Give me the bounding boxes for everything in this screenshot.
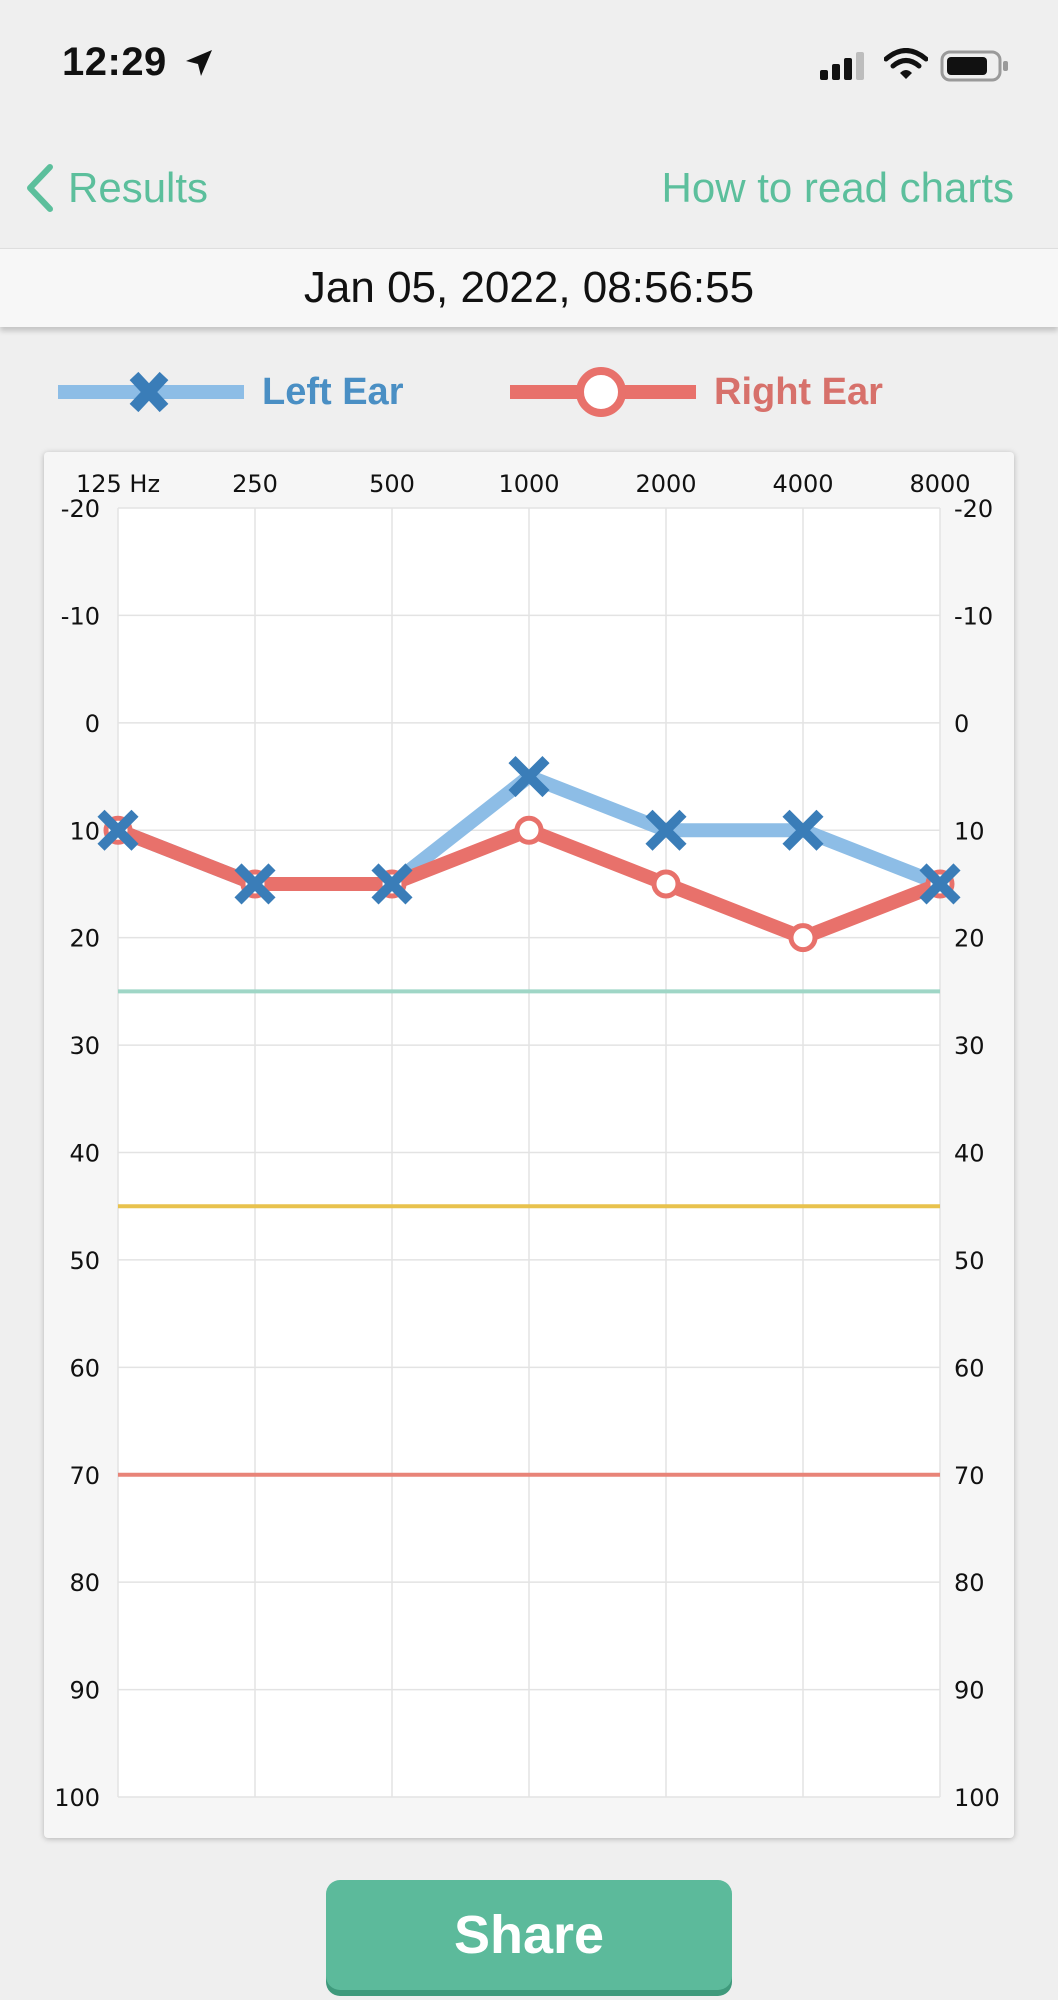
audiogram-plot: 125 Hz 250 500 1000 2000 4000 8000-20 -20-10 -10… xyxy=(54,470,1000,1812)
how-to-read-charts-link[interactable]: How to read charts xyxy=(661,164,1015,211)
y-tick-label-right: 60 xyxy=(954,1354,985,1382)
y-tick-label-left: 20 xyxy=(69,925,100,953)
x-tick-label: 1000 xyxy=(498,470,559,498)
y-tick-label-right: 80 xyxy=(954,1569,985,1597)
x-tick-label: 4000 xyxy=(772,470,833,498)
cellular-signal-icon xyxy=(820,52,864,80)
location-arrow-icon xyxy=(186,50,212,76)
legend-left-ear-label: Left Ear xyxy=(262,370,404,413)
left-ear-point xyxy=(645,809,687,851)
x-tick-label: 125 Hz xyxy=(76,470,160,498)
left-ear-point xyxy=(508,756,550,798)
left-ear-x-marker-icon xyxy=(58,371,244,413)
y-tick-label-left: 30 xyxy=(69,1032,100,1060)
navigation-bar: Results How to read charts xyxy=(0,150,1058,226)
y-tick-label-right: -10 xyxy=(954,602,993,630)
share-button[interactable]: Share xyxy=(326,1880,732,1990)
y-tick-label-right: 20 xyxy=(954,925,985,953)
y-tick-label-left: -20 xyxy=(61,495,100,523)
audiogram-chart: 125 Hz 250 500 1000 2000 4000 8000 -20 -20 -10 -10… xyxy=(44,452,1014,1838)
legend-left-ear: Left Ear xyxy=(56,360,403,424)
right-ear-point xyxy=(514,815,544,845)
left-ear-point xyxy=(371,863,413,905)
y-tick-label-right: 70 xyxy=(954,1462,985,1490)
chart-legend: Left Ear Right Ear xyxy=(0,360,1058,424)
right-ear-point xyxy=(788,923,818,953)
chevron-left-icon xyxy=(27,164,53,212)
left-ear-point xyxy=(782,809,824,851)
test-date-header: Jan 05, 2022, 08:56:55 xyxy=(0,248,1058,327)
y-tick-label-right: 90 xyxy=(954,1677,985,1705)
y-tick-label-left: 70 xyxy=(69,1462,100,1490)
y-tick-label-left: 10 xyxy=(69,817,100,845)
left-ear-point xyxy=(919,863,961,905)
y-tick-label-left: 40 xyxy=(69,1140,100,1168)
y-tick-label-right: 100 xyxy=(954,1784,1000,1812)
y-tick-label-left: 0 xyxy=(85,710,100,738)
back-button-label: Results xyxy=(68,164,209,211)
x-tick-label: 8000 xyxy=(909,470,970,498)
y-tick-label-left: 90 xyxy=(69,1677,100,1705)
wifi-icon xyxy=(884,48,928,79)
legend-right-ear: Right Ear xyxy=(508,360,883,424)
status-bar: 12:29 xyxy=(0,0,1058,130)
y-tick-label-right: 40 xyxy=(954,1140,985,1168)
legend-right-ear-label: Right Ear xyxy=(714,370,883,413)
y-tick-label-right: 10 xyxy=(954,817,985,845)
y-tick-label-left: 60 xyxy=(69,1354,100,1382)
left-ear-point xyxy=(234,863,276,905)
battery-icon xyxy=(940,50,1008,82)
y-tick-label-left: -10 xyxy=(61,602,100,630)
x-tick-label: 2000 xyxy=(635,470,696,498)
left-ear-point xyxy=(97,809,139,851)
y-tick-label-right: 30 xyxy=(954,1032,985,1060)
right-ear-point xyxy=(651,869,681,899)
y-tick-label-right: 0 xyxy=(954,710,969,738)
status-time: 12:29 xyxy=(62,40,167,84)
x-tick-label: 500 xyxy=(369,470,415,498)
right-ear-circle-marker-icon xyxy=(510,367,696,417)
x-tick-label: 250 xyxy=(232,470,278,498)
y-tick-label-left: 100 xyxy=(54,1784,100,1812)
y-tick-label-left: 50 xyxy=(69,1247,100,1275)
y-tick-label-left: 80 xyxy=(69,1569,100,1597)
back-button[interactable]: Results xyxy=(22,160,208,216)
y-tick-label-right: -20 xyxy=(954,495,993,523)
y-tick-label-right: 50 xyxy=(954,1247,985,1275)
